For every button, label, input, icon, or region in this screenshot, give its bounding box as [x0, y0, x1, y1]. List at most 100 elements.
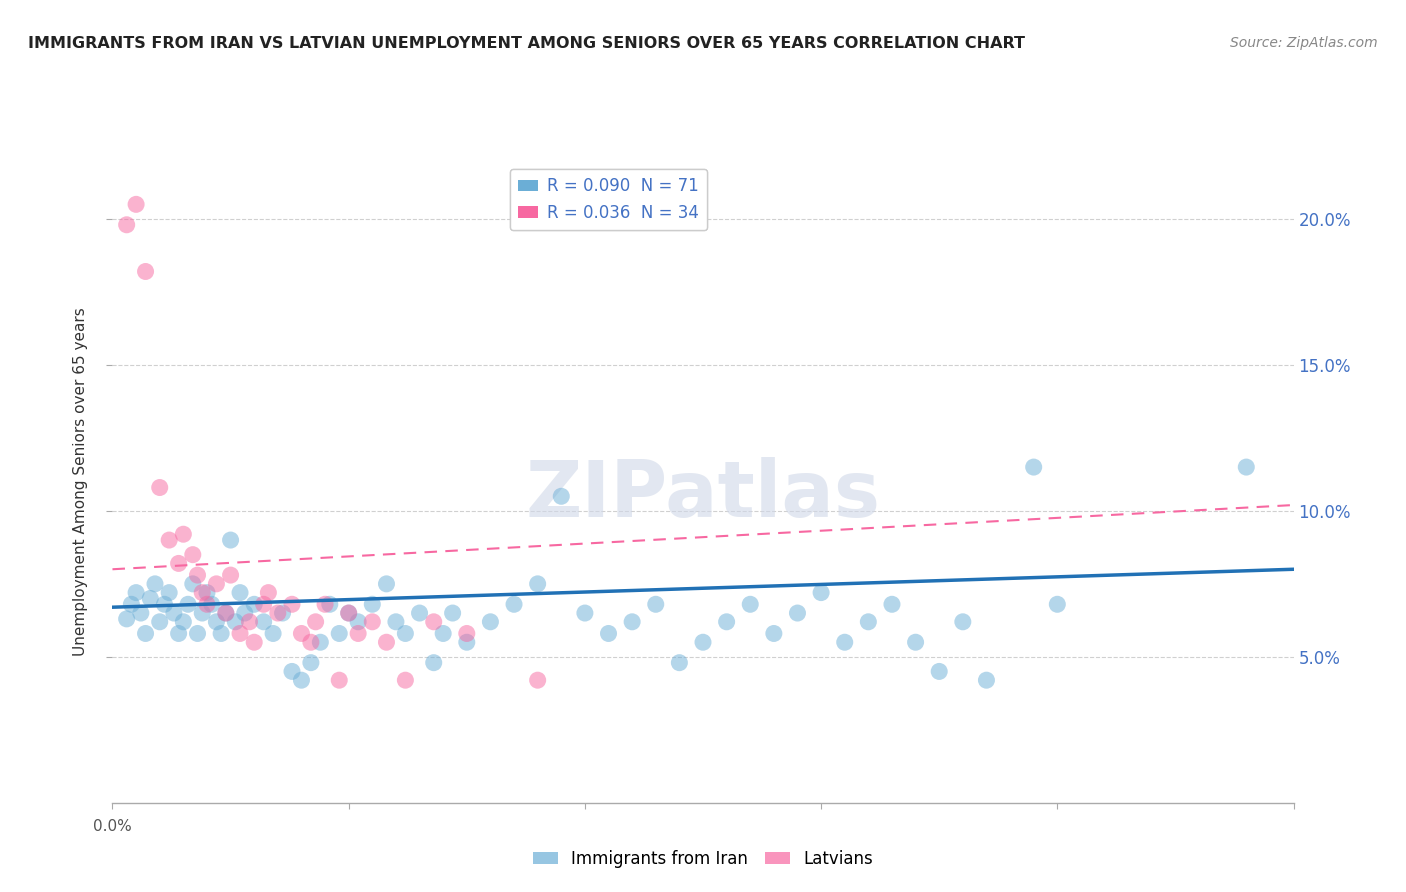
Point [422, 656, 444, 670]
Point [129, 606, 152, 620]
Point [394, 673, 416, 688]
Point [195, 585, 218, 599]
Text: ZIPatlas: ZIPatlas [526, 457, 880, 533]
Point [762, 626, 785, 640]
Point [880, 597, 903, 611]
Point [408, 606, 430, 620]
Point [740, 597, 762, 611]
Point [375, 635, 398, 649]
Point [224, 615, 246, 629]
Point [422, 615, 444, 629]
Point [139, 591, 162, 606]
Point [115, 218, 138, 232]
Point [810, 585, 832, 599]
Point [503, 597, 526, 611]
Legend: Immigrants from Iran, Latvians: Immigrants from Iran, Latvians [526, 844, 880, 875]
Point [191, 606, 214, 620]
Point [201, 597, 224, 611]
Point [526, 673, 548, 688]
Point [181, 548, 204, 562]
Point [186, 568, 208, 582]
Point [135, 626, 157, 640]
Point [157, 585, 180, 599]
Y-axis label: Unemployment Among Seniors over 65 years: Unemployment Among Seniors over 65 years [73, 308, 89, 656]
Point [167, 557, 190, 571]
Point [253, 597, 276, 611]
Point [267, 606, 290, 620]
Point [172, 615, 194, 629]
Point [375, 577, 398, 591]
Point [1046, 597, 1069, 611]
Point [299, 656, 322, 670]
Point [456, 626, 478, 640]
Point [157, 533, 180, 547]
Text: IMMIGRANTS FROM IRAN VS LATVIAN UNEMPLOYMENT AMONG SENIORS OVER 65 YEARS CORRELA: IMMIGRANTS FROM IRAN VS LATVIAN UNEMPLOY… [28, 36, 1025, 51]
Point [281, 665, 304, 679]
Point [191, 585, 214, 599]
Point [233, 606, 256, 620]
Point [441, 606, 464, 620]
Point [229, 626, 252, 640]
Point [153, 597, 176, 611]
Point [219, 568, 242, 582]
Point [195, 597, 218, 611]
Point [858, 615, 880, 629]
Legend: R = 0.090  N = 71, R = 0.036  N = 34: R = 0.090 N = 71, R = 0.036 N = 34 [510, 169, 707, 230]
Point [347, 626, 370, 640]
Point [290, 673, 312, 688]
Point [1022, 460, 1045, 475]
Point [120, 597, 142, 611]
Point [209, 626, 232, 640]
Point [479, 615, 502, 629]
Point [271, 606, 294, 620]
Point [786, 606, 808, 620]
Point [181, 577, 204, 591]
Point [243, 635, 266, 649]
Point [262, 626, 284, 640]
Point [692, 635, 714, 649]
Point [976, 673, 998, 688]
Point [205, 577, 228, 591]
Point [229, 585, 252, 599]
Point [574, 606, 596, 620]
Point [243, 597, 266, 611]
Point [257, 585, 280, 599]
Point [238, 615, 260, 629]
Point [904, 635, 927, 649]
Point [361, 597, 384, 611]
Point [281, 597, 304, 611]
Point [314, 597, 336, 611]
Point [1234, 460, 1257, 475]
Point [149, 615, 172, 629]
Text: Source: ZipAtlas.com: Source: ZipAtlas.com [1230, 36, 1378, 50]
Point [361, 615, 384, 629]
Point [716, 615, 738, 629]
Text: 0.0%: 0.0% [93, 819, 132, 834]
Point [621, 615, 644, 629]
Point [115, 612, 138, 626]
Point [952, 615, 974, 629]
Point [177, 597, 200, 611]
Point [163, 606, 186, 620]
Point [149, 481, 172, 495]
Point [125, 585, 148, 599]
Point [299, 635, 322, 649]
Point [215, 606, 238, 620]
Point [928, 665, 950, 679]
Point [143, 577, 166, 591]
Point [135, 264, 157, 278]
Point [394, 626, 416, 640]
Point [215, 606, 238, 620]
Point [385, 615, 408, 629]
Point [172, 527, 194, 541]
Point [253, 615, 276, 629]
Point [328, 673, 350, 688]
Point [456, 635, 478, 649]
Point [337, 606, 360, 620]
Point [328, 626, 350, 640]
Point [834, 635, 856, 649]
Point [167, 626, 190, 640]
Point [219, 533, 242, 547]
Point [319, 597, 342, 611]
Point [125, 197, 148, 211]
